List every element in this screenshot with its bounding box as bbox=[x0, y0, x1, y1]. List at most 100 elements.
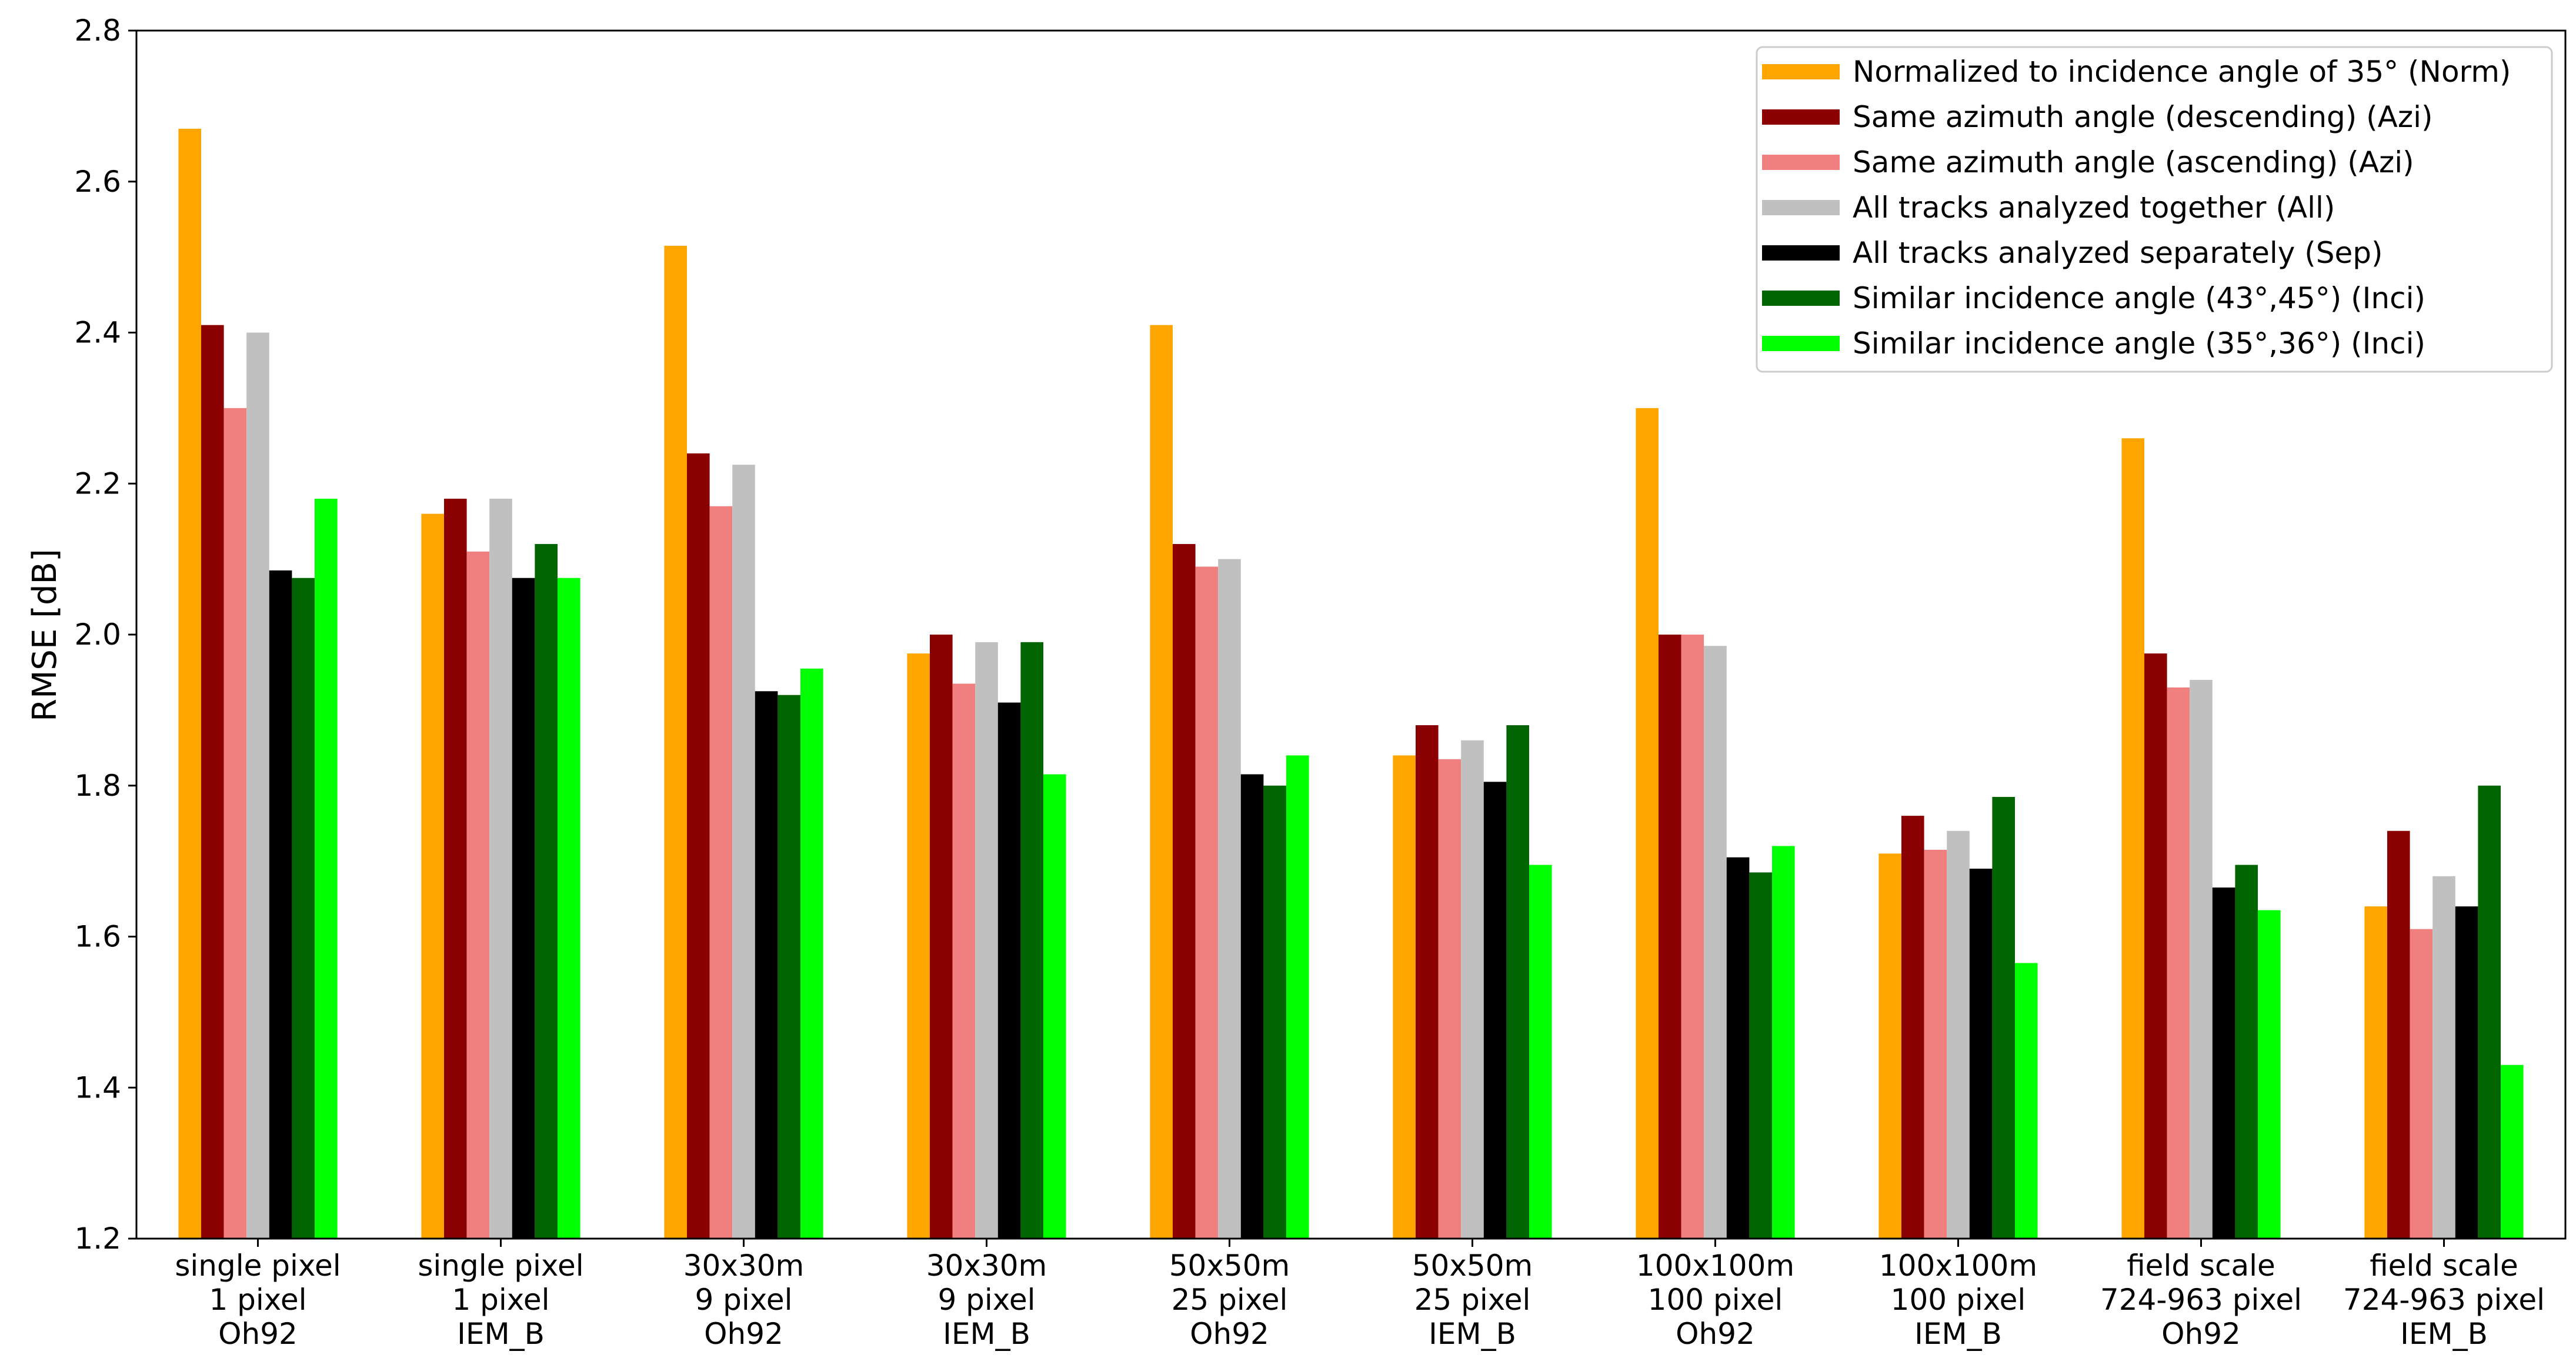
x-tick-label: single pixel bbox=[175, 1249, 341, 1283]
x-tick-label: IEM_B bbox=[457, 1317, 545, 1351]
bar-series-1-category-9 bbox=[2121, 438, 2144, 1239]
x-tick-label: Oh92 bbox=[218, 1317, 298, 1351]
bar-series-5-category-9 bbox=[2212, 887, 2235, 1239]
bar-series-2-category-8 bbox=[1901, 816, 1924, 1239]
bar-series-7-category-5 bbox=[1286, 755, 1309, 1239]
bar-series-5-category-8 bbox=[1969, 868, 1993, 1239]
legend-entry-label: All tracks analyzed separately (Sep) bbox=[1853, 236, 2383, 270]
x-tick-label: 1 pixel bbox=[452, 1283, 549, 1317]
bar-series-7-category-4 bbox=[1043, 774, 1066, 1239]
bar-series-4-category-7 bbox=[1704, 646, 1727, 1239]
x-tick-label: 50x50m bbox=[1412, 1249, 1533, 1283]
bar-series-3-category-6 bbox=[1438, 759, 1461, 1239]
y-tick-label: 1.6 bbox=[74, 920, 121, 954]
bar-series-5-category-4 bbox=[997, 702, 1021, 1239]
x-tick-label: IEM_B bbox=[943, 1317, 1030, 1351]
bar-series-6-category-8 bbox=[1992, 797, 2015, 1239]
bar-series-6-category-1 bbox=[292, 578, 315, 1239]
bar-series-2-category-4 bbox=[930, 635, 953, 1239]
bar-series-4-category-3 bbox=[732, 465, 755, 1239]
bar-series-6-category-5 bbox=[1263, 785, 1286, 1239]
bar-series-3-category-10 bbox=[2410, 929, 2433, 1239]
x-tick-label: 100 pixel bbox=[1891, 1283, 2026, 1317]
bar-series-2-category-6 bbox=[1416, 725, 1439, 1239]
bar-series-1-category-1 bbox=[178, 128, 201, 1239]
bar-series-3-category-9 bbox=[2167, 687, 2190, 1239]
legend-swatch-6 bbox=[1762, 291, 1840, 306]
legend-entry-label: Similar incidence angle (35°,36°) (Inci) bbox=[1853, 326, 2425, 361]
bar-series-4-category-9 bbox=[2190, 680, 2213, 1239]
bar-series-7-category-6 bbox=[1529, 865, 1552, 1239]
bar-series-6-category-9 bbox=[2235, 865, 2258, 1239]
bar-series-3-category-7 bbox=[1681, 635, 1704, 1239]
x-tick-label: 30x30m bbox=[926, 1249, 1047, 1283]
bar-series-2-category-7 bbox=[1659, 635, 1681, 1239]
bar-series-2-category-9 bbox=[2144, 653, 2167, 1239]
bar-series-2-category-2 bbox=[444, 498, 467, 1239]
bar-series-1-category-5 bbox=[1150, 325, 1173, 1239]
x-tick-label: IEM_B bbox=[1914, 1317, 2002, 1351]
bars-layer bbox=[178, 128, 2524, 1239]
bar-series-7-category-10 bbox=[2501, 1065, 2524, 1239]
legend-box bbox=[1756, 46, 2553, 373]
bar-series-6-category-2 bbox=[535, 543, 558, 1239]
x-tick-label: Oh92 bbox=[704, 1317, 783, 1351]
legend-entry-label: Same azimuth angle (ascending) (Azi) bbox=[1853, 145, 2414, 179]
y-tick-label: 1.4 bbox=[74, 1070, 121, 1105]
x-tick-label: Oh92 bbox=[1190, 1317, 1269, 1351]
legend-entry-label: Normalized to incidence angle of 35° (No… bbox=[1853, 55, 2511, 89]
bar-series-5-category-3 bbox=[755, 691, 778, 1239]
y-tick-label: 2.4 bbox=[74, 316, 121, 350]
y-tick-label: 2.8 bbox=[74, 14, 121, 48]
legend-entry-label: Similar incidence angle (43°,45°) (Inci) bbox=[1853, 281, 2425, 315]
bar-series-4-category-10 bbox=[2432, 876, 2455, 1239]
bar-series-2-category-3 bbox=[687, 453, 710, 1239]
bar-series-5-category-2 bbox=[512, 578, 535, 1239]
bar-series-6-category-3 bbox=[778, 695, 800, 1239]
legend-swatch-1 bbox=[1762, 64, 1840, 79]
legend-swatch-3 bbox=[1762, 155, 1840, 170]
bar-series-7-category-7 bbox=[1772, 846, 1795, 1239]
legend-swatch-4 bbox=[1762, 200, 1840, 215]
bar-series-1-category-7 bbox=[1636, 408, 1659, 1239]
x-tick-label: 30x30m bbox=[683, 1249, 805, 1283]
legend-swatch-7 bbox=[1762, 336, 1840, 351]
bar-series-6-category-6 bbox=[1506, 725, 1529, 1239]
x-tick-label: single pixel bbox=[418, 1249, 583, 1283]
bar-series-3-category-3 bbox=[709, 506, 733, 1239]
bar-series-1-category-10 bbox=[2364, 906, 2387, 1239]
bar-series-7-category-1 bbox=[315, 498, 338, 1239]
x-tick-label: 50x50m bbox=[1169, 1249, 1290, 1283]
bar-series-3-category-2 bbox=[466, 551, 490, 1239]
x-tick-label: 9 pixel bbox=[937, 1283, 1035, 1317]
x-tick-label: 100x100m bbox=[1879, 1249, 2037, 1283]
bar-series-1-category-2 bbox=[421, 513, 444, 1239]
bar-series-1-category-8 bbox=[1878, 853, 1901, 1239]
legend: Normalized to incidence angle of 35° (No… bbox=[1756, 46, 2553, 373]
legend-entry-label: All tracks analyzed together (All) bbox=[1853, 191, 2335, 225]
bar-series-4-category-8 bbox=[1947, 830, 1970, 1239]
bar-series-1-category-4 bbox=[907, 653, 930, 1239]
y-tick-label: 2.2 bbox=[74, 466, 121, 501]
bar-series-4-category-6 bbox=[1461, 740, 1484, 1239]
bar-series-5-category-1 bbox=[269, 570, 292, 1239]
bar-series-1-category-6 bbox=[1393, 755, 1416, 1239]
legend-entry-label: Same azimuth angle (descending) (Azi) bbox=[1853, 100, 2433, 134]
x-tick-label: Oh92 bbox=[1676, 1317, 1755, 1351]
y-axis: 1.2 1.4 1.6 1.8 2.0 2.2 2.4 2.6 2.8 bbox=[74, 14, 136, 1256]
x-tick-label: 724-963 pixel bbox=[2100, 1283, 2302, 1317]
x-tick-label: 100 pixel bbox=[1648, 1283, 1783, 1317]
bar-series-4-category-4 bbox=[975, 642, 998, 1239]
bar-series-4-category-2 bbox=[489, 498, 512, 1239]
x-tick-label: 25 pixel bbox=[1172, 1283, 1288, 1317]
bar-series-6-category-7 bbox=[1749, 872, 1772, 1239]
x-tick-label: 25 pixel bbox=[1414, 1283, 1531, 1317]
bar-series-3-category-5 bbox=[1195, 566, 1219, 1239]
bar-series-5-category-6 bbox=[1483, 782, 1507, 1239]
bar-series-4-category-1 bbox=[246, 332, 269, 1239]
bar-series-2-category-10 bbox=[2387, 830, 2410, 1239]
bar-series-6-category-4 bbox=[1020, 642, 1043, 1239]
bar-series-5-category-7 bbox=[1726, 857, 1750, 1239]
bar-series-5-category-5 bbox=[1240, 774, 1264, 1239]
